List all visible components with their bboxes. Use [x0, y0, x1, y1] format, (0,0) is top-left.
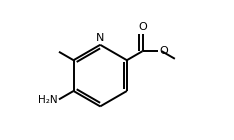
Text: H₂N: H₂N: [38, 95, 57, 105]
Text: O: O: [159, 46, 168, 56]
Text: O: O: [138, 23, 147, 32]
Text: N: N: [96, 33, 104, 43]
